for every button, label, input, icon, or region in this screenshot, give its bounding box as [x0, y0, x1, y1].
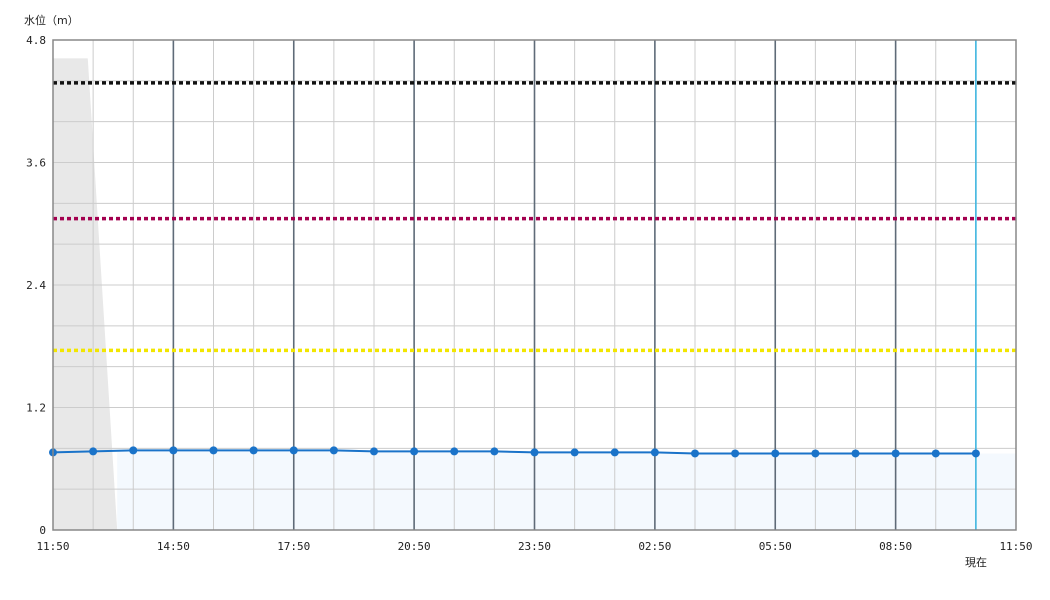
- data-point: [771, 449, 780, 458]
- data-point: [811, 449, 820, 458]
- y-axis-label: 水位（m）: [24, 13, 79, 27]
- y-tick-label: 0: [39, 524, 46, 537]
- x-tick-label: 20:50: [398, 540, 431, 553]
- data-point: [891, 449, 900, 458]
- data-point: [289, 446, 298, 455]
- data-point: [851, 449, 860, 458]
- y-tick-label: 1.2: [26, 402, 46, 415]
- grid-lines: [53, 40, 1016, 530]
- area-fill: [117, 450, 1016, 530]
- gray-band: [53, 58, 118, 530]
- data-point: [89, 447, 98, 456]
- x-tick-label: 17:50: [277, 540, 310, 553]
- now-label: 現在: [965, 556, 987, 569]
- data-point: [530, 448, 539, 457]
- data-point: [971, 449, 980, 458]
- x-tick-label: 14:50: [157, 540, 190, 553]
- x-tick-label: 11:50: [36, 540, 69, 553]
- y-tick-label: 4.8: [26, 34, 46, 47]
- data-point: [169, 446, 178, 455]
- data-point: [731, 449, 740, 458]
- plot-background: [53, 58, 1016, 530]
- data-point: [129, 446, 138, 455]
- plot-frame: [52, 39, 1017, 531]
- x-tick-label: 23:50: [518, 540, 551, 553]
- data-point: [370, 447, 378, 456]
- series-line: [52, 449, 976, 455]
- x-tick-label: 11:50: [999, 540, 1032, 553]
- y-tick-label: 2.4: [26, 279, 46, 292]
- x-tick-label: 02:50: [638, 540, 671, 553]
- y-tick-label: 3.6: [26, 157, 46, 170]
- data-point: [931, 449, 940, 458]
- data-point: [610, 448, 619, 457]
- x-tick-label: 08:50: [879, 540, 912, 553]
- data-point: [249, 446, 258, 455]
- data-point: [329, 446, 338, 455]
- data-point: [650, 448, 659, 457]
- data-point: [691, 449, 699, 458]
- data-point: [410, 447, 419, 456]
- data-point: [490, 447, 499, 456]
- series-layer: [49, 446, 980, 458]
- x-tick-label: 05:50: [759, 540, 792, 553]
- data-point: [450, 447, 459, 456]
- axes: 0 1.2 2.4 3.6 4.8 11:50 14:50 17:50 20:50 23:50 02…: [26, 34, 1032, 553]
- data-point: [570, 448, 579, 457]
- data-point: [209, 446, 218, 455]
